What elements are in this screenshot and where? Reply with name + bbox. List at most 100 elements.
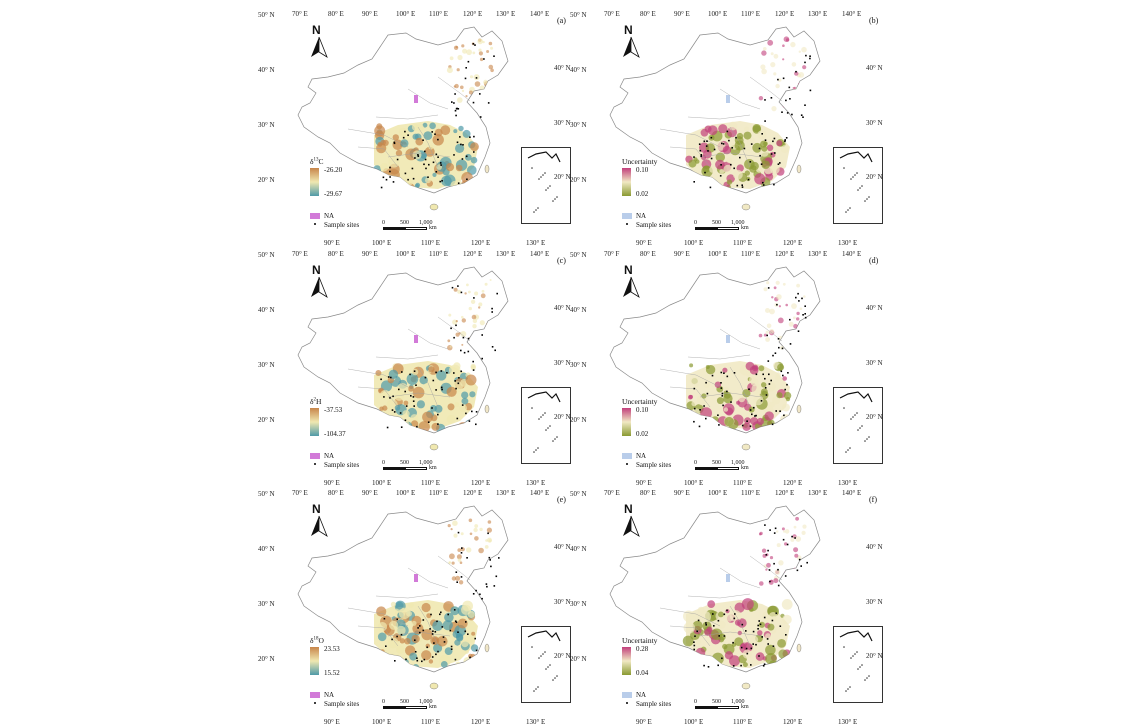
sample-site bbox=[741, 184, 743, 186]
scale-500: 500 bbox=[400, 460, 409, 466]
raster-patch bbox=[787, 104, 791, 108]
raster-patch bbox=[441, 175, 452, 187]
raster-patch bbox=[793, 525, 797, 529]
raster-patch bbox=[395, 601, 404, 610]
legend-color-bar bbox=[622, 168, 631, 196]
raster-patch bbox=[776, 140, 783, 147]
raster-patch bbox=[801, 46, 807, 53]
raster-patch bbox=[766, 323, 772, 329]
raster-patch bbox=[797, 101, 803, 107]
sample-site bbox=[717, 414, 719, 416]
scale-unit: km bbox=[429, 225, 437, 231]
raster-patch bbox=[474, 291, 479, 296]
left-lat-label: 20° N bbox=[570, 655, 587, 663]
sample-site bbox=[757, 624, 759, 627]
left-lat-label: 30° N bbox=[570, 121, 587, 129]
sample-site bbox=[457, 108, 460, 110]
sample-site bbox=[720, 371, 723, 374]
raster-patch bbox=[783, 391, 792, 400]
raster-patch bbox=[790, 98, 793, 101]
sample-site bbox=[396, 618, 398, 621]
sample-site bbox=[805, 54, 807, 57]
sample-site bbox=[726, 390, 728, 393]
sample-site bbox=[733, 167, 735, 170]
raster-patch bbox=[700, 407, 712, 419]
sample-site bbox=[405, 658, 407, 661]
sample-site bbox=[404, 130, 406, 133]
sample-site bbox=[426, 646, 428, 649]
sample-site bbox=[440, 386, 443, 389]
sample-site bbox=[441, 180, 443, 182]
south-china-sea-inset bbox=[833, 147, 883, 224]
raster-patch bbox=[777, 317, 784, 324]
scale-1000: 1,000 bbox=[731, 699, 745, 705]
na-label: NA bbox=[636, 691, 647, 699]
sample-site bbox=[731, 147, 733, 149]
top-lon-label: 90° E bbox=[362, 489, 378, 497]
raster-patch bbox=[778, 649, 788, 659]
sample-site bbox=[782, 538, 785, 541]
legend-title: δ18O bbox=[310, 636, 324, 645]
sample-site bbox=[788, 86, 791, 89]
raster-patch bbox=[450, 528, 453, 531]
taiwan-island bbox=[484, 643, 490, 653]
sample-site bbox=[766, 638, 769, 640]
north-arrow-icon: N bbox=[308, 502, 330, 538]
sample-site bbox=[491, 307, 493, 310]
raster-patch bbox=[726, 179, 733, 185]
sample-site bbox=[697, 619, 700, 622]
bottom-lon-label: 100° E bbox=[684, 239, 704, 247]
province-boundary bbox=[375, 354, 439, 360]
sample-site bbox=[481, 357, 483, 360]
raster-patch bbox=[437, 636, 448, 647]
province-boundary bbox=[407, 328, 449, 350]
raster-patch bbox=[430, 636, 440, 646]
raster-patch bbox=[797, 575, 803, 582]
sample-site bbox=[707, 150, 709, 152]
map-panel-d: N (d) 70° F 80° E 90° E 100° E 110° E 120° E 130… bbox=[570, 251, 895, 489]
sample-site bbox=[464, 77, 467, 80]
bottom-lon-label: 110° E bbox=[421, 239, 441, 247]
raster-patch bbox=[466, 283, 469, 287]
raster-patch bbox=[410, 420, 419, 428]
sample-site bbox=[768, 383, 771, 385]
sample-site bbox=[749, 425, 752, 427]
sample-site bbox=[441, 388, 443, 391]
sample-site bbox=[454, 658, 457, 661]
sample-site bbox=[746, 652, 749, 655]
sample-site bbox=[419, 631, 421, 634]
raster-patch bbox=[737, 630, 742, 636]
province-boundary bbox=[417, 126, 439, 168]
na-swatch bbox=[310, 692, 320, 698]
raster-patch bbox=[800, 324, 803, 327]
legend-title-main: δ bbox=[310, 636, 314, 645]
raster-patch bbox=[724, 416, 734, 427]
sample-site bbox=[706, 392, 709, 395]
sample-site bbox=[776, 303, 778, 306]
bottom-lon-label: 100° E bbox=[372, 479, 392, 487]
sample-site bbox=[758, 655, 760, 657]
top-lon-label: 110° E bbox=[429, 250, 449, 258]
sample-site bbox=[472, 43, 475, 45]
raster-patch bbox=[733, 169, 743, 180]
sample-site bbox=[767, 360, 770, 362]
panel-label: (e) bbox=[557, 495, 566, 504]
bottom-lon-label: 120° E bbox=[783, 718, 803, 726]
raster-patch bbox=[461, 318, 466, 323]
raster-patch bbox=[376, 143, 387, 154]
left-lat-label: 40° N bbox=[570, 545, 587, 553]
raster-patch bbox=[488, 41, 493, 46]
raster-patch bbox=[736, 132, 744, 140]
raster-patch bbox=[377, 622, 388, 632]
raster-patch bbox=[475, 579, 481, 585]
raster-patch bbox=[699, 663, 707, 670]
raster-patch bbox=[411, 620, 417, 626]
raster-patch bbox=[719, 169, 725, 174]
left-lat-label: 50° N bbox=[570, 11, 587, 19]
sample-site bbox=[405, 405, 408, 407]
na-area bbox=[726, 335, 730, 343]
raster-patch bbox=[793, 323, 798, 329]
sample-site bbox=[385, 645, 387, 647]
raster-patch bbox=[446, 414, 456, 424]
raster-patch bbox=[710, 628, 723, 641]
